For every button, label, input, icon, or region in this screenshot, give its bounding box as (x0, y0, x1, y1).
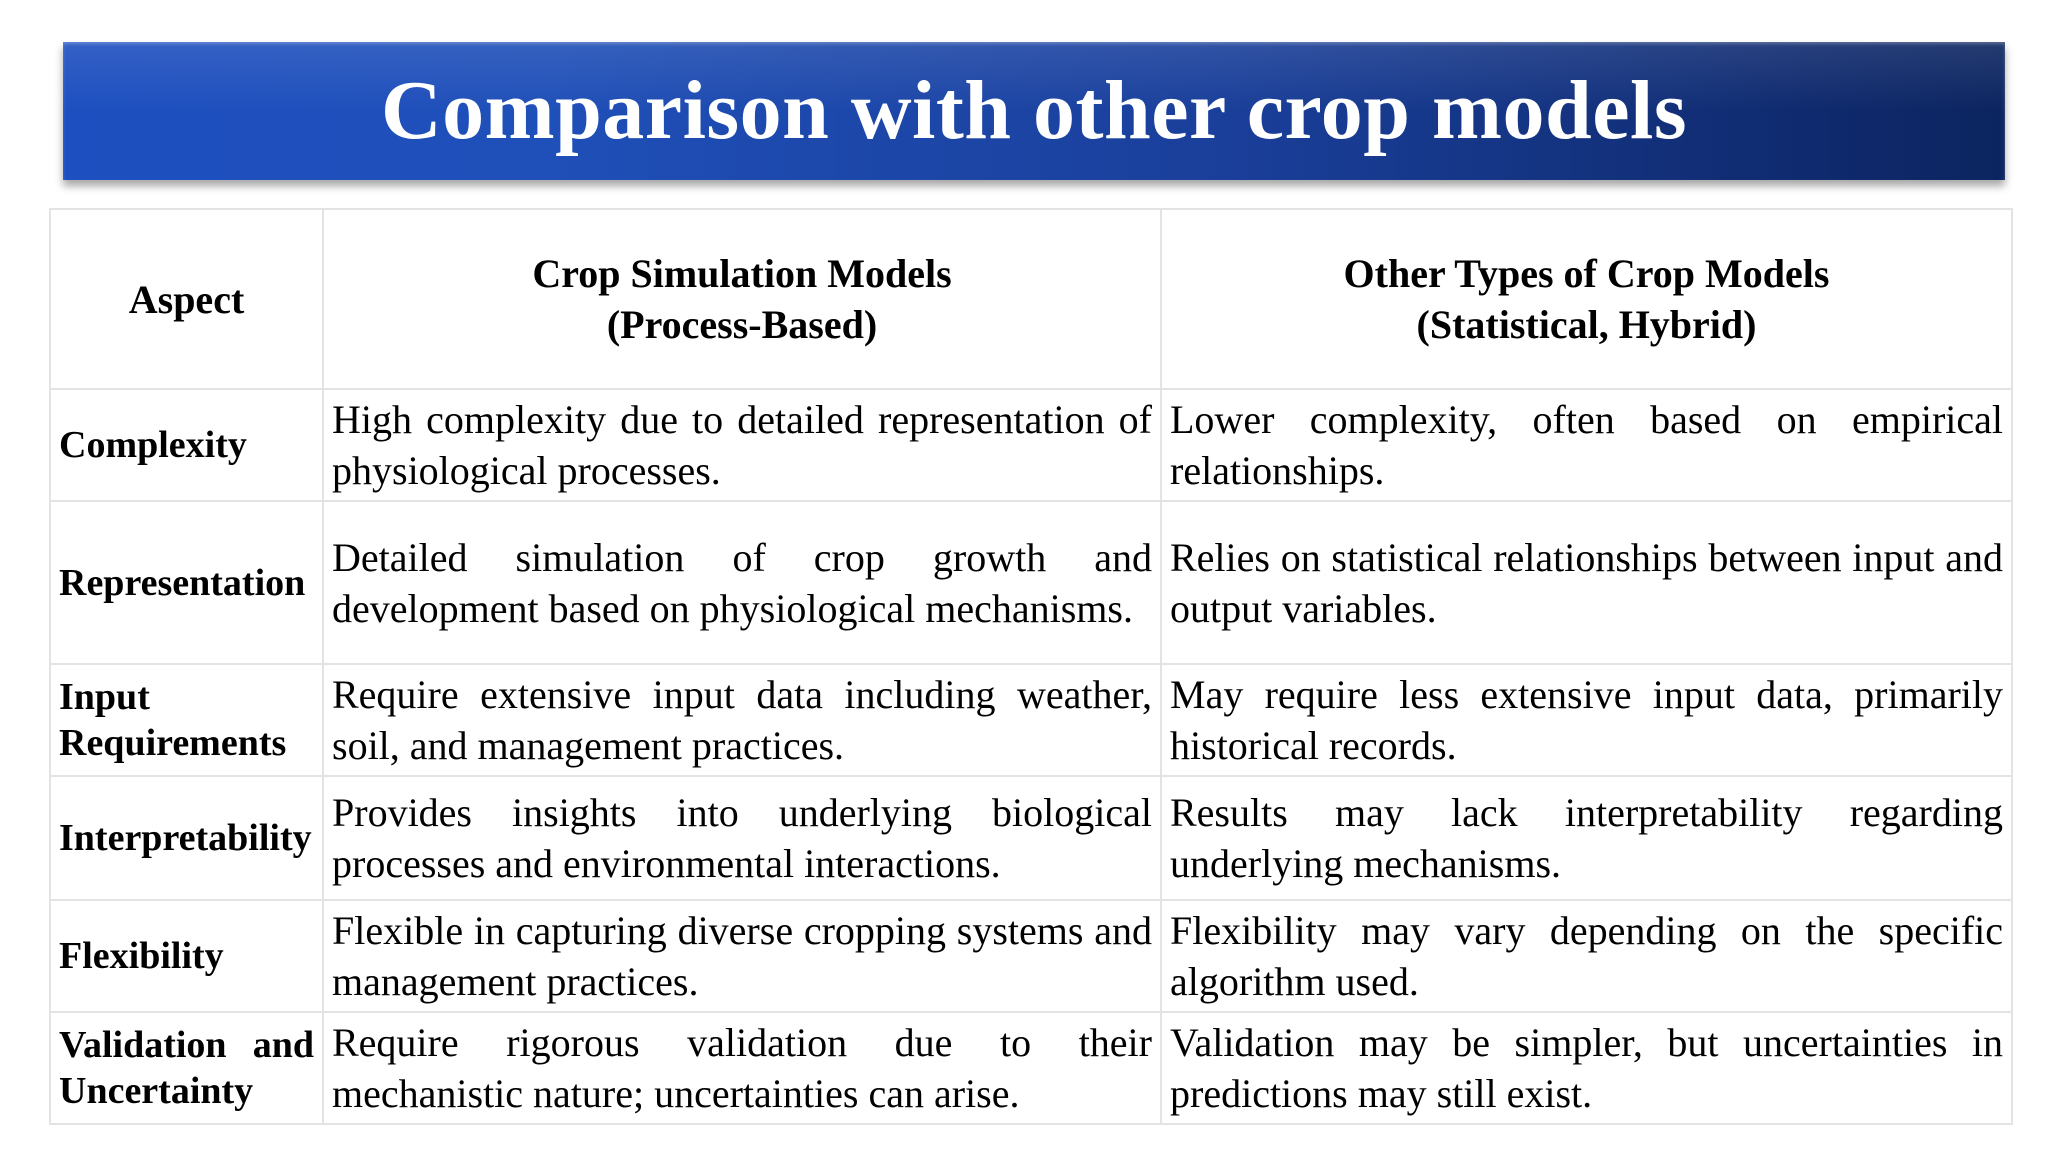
table-header-row: Aspect Crop Simulation Models (Process-B… (49, 208, 2013, 390)
header-aspect: Aspect (49, 208, 324, 390)
header-col2-line2: (Process-Based) (606, 302, 878, 347)
table-row: Validation and Uncertainty Require rigor… (49, 1011, 2013, 1125)
table-row: Input Requirements Require extensive inp… (49, 663, 2013, 777)
aspect-cell: Interpretability (49, 775, 324, 901)
simulation-cell: Flexible in capturing diverse cropping s… (322, 899, 1162, 1013)
other-cell: Flexibility may vary depending on the sp… (1160, 899, 2013, 1013)
other-cell: May require less extensive input data, p… (1160, 663, 2013, 777)
other-cell: Validation may be simpler, but uncertain… (1160, 1011, 2013, 1125)
aspect-cell: Validation and Uncertainty (49, 1011, 324, 1125)
simulation-cell: Require extensive input data including w… (322, 663, 1162, 777)
comparison-table: Aspect Crop Simulation Models (Process-B… (49, 208, 2013, 1125)
table-row: Interpretability Provides insights into … (49, 775, 2013, 901)
simulation-cell: Require rigorous validation due to their… (322, 1011, 1162, 1125)
table-row: Representation Detailed simulation of cr… (49, 500, 2013, 665)
aspect-cell: Representation (49, 500, 324, 665)
simulation-cell: Provides insights into underlying biolog… (322, 775, 1162, 901)
header-col3-line1: Other Types of Crop Models (1343, 251, 1830, 296)
aspect-cell: Input Requirements (49, 663, 324, 777)
aspect-cell: Complexity (49, 388, 324, 502)
header-col3-line2: (Statistical, Hybrid) (1416, 302, 1757, 347)
table-row: Flexibility Flexible in capturing divers… (49, 899, 2013, 1013)
aspect-cell: Flexibility (49, 899, 324, 1013)
header-col2-line1: Crop Simulation Models (532, 251, 952, 296)
other-cell: Results may lack interpretability regard… (1160, 775, 2013, 901)
slide-title: Comparison with other crop models (380, 64, 1688, 157)
simulation-cell: Detailed simulation of crop growth and d… (322, 500, 1162, 665)
other-cell: Relies on statistical relationships betw… (1160, 500, 2013, 665)
title-banner: Comparison with other crop models (63, 42, 2005, 180)
other-cell: Lower complexity, often based on empiric… (1160, 388, 2013, 502)
table-row: Complexity High complexity due to detail… (49, 388, 2013, 502)
simulation-cell: High complexity due to detailed represen… (322, 388, 1162, 502)
header-other-crop-models: Other Types of Crop Models (Statistical,… (1160, 208, 2013, 390)
header-crop-simulation-models: Crop Simulation Models (Process-Based) (322, 208, 1162, 390)
